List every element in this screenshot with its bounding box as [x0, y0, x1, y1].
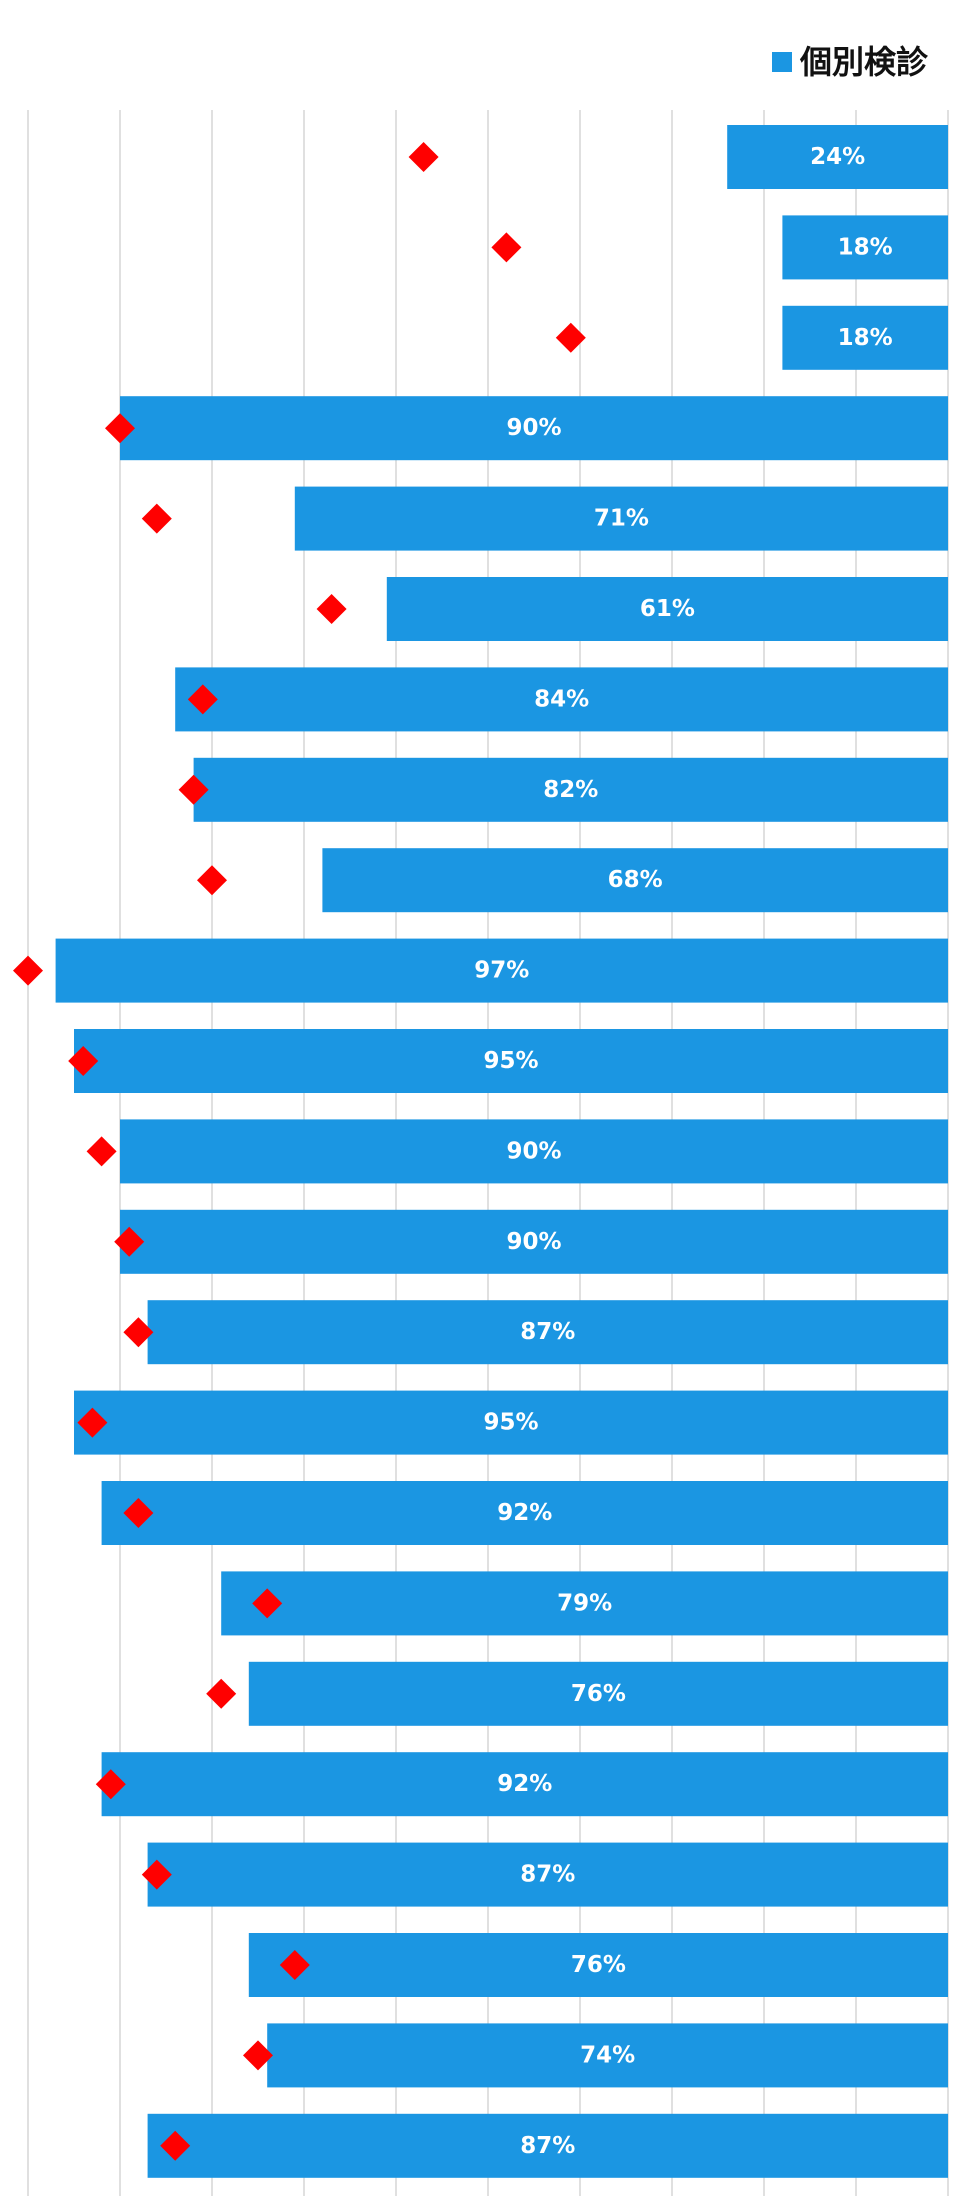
diamond-marker	[279, 1950, 310, 1980]
bar-value-label: 82%	[543, 777, 598, 803]
bar-value-label: 18%	[838, 234, 893, 260]
diamond-marker	[105, 413, 135, 444]
bar-value-label: 87%	[520, 1862, 575, 1888]
bar-value-label: 76%	[571, 1681, 626, 1707]
diamond-marker	[95, 1769, 126, 1800]
bar	[727, 125, 948, 189]
diamond-marker	[555, 322, 586, 353]
bar-value-label: 24%	[810, 144, 865, 170]
bar-value-label: 18%	[838, 325, 893, 351]
bar-value-label: 95%	[483, 1410, 538, 1436]
bar	[267, 2023, 948, 2088]
diamond-marker	[491, 232, 522, 263]
diamond-marker	[206, 1678, 237, 1709]
bar-value-label: 90%	[506, 415, 561, 441]
bar-value-label: 87%	[520, 1319, 575, 1345]
diamond-marker	[114, 1226, 145, 1257]
diamond-marker	[123, 1317, 154, 1348]
bar-value-label: 84%	[534, 686, 589, 712]
bar-value-label: 97%	[474, 958, 529, 984]
bar-value-label: 74%	[580, 2042, 635, 2068]
bar	[175, 667, 948, 732]
bar-value-label: 92%	[497, 1771, 552, 1797]
diamond-marker	[141, 503, 172, 534]
bar	[221, 1571, 948, 1636]
bar	[248, 1661, 949, 1726]
bar	[386, 577, 948, 641]
diamond-marker	[178, 774, 209, 805]
bar-value-label: 76%	[571, 1952, 626, 1978]
bar-value-label: 95%	[483, 1048, 538, 1074]
bar	[55, 938, 949, 1003]
diamond-marker	[141, 1859, 172, 1890]
diamond-marker	[13, 955, 43, 986]
diamond-marker	[197, 865, 227, 896]
bars	[55, 125, 949, 2178]
bar-value-label: 79%	[557, 1590, 612, 1616]
bar	[193, 757, 949, 822]
bar	[101, 1481, 949, 1545]
bar	[147, 1300, 949, 1365]
bar	[74, 1029, 948, 1093]
diamond-marker	[160, 2130, 191, 2161]
bar	[74, 1390, 948, 1455]
diamond-marker	[316, 594, 347, 624]
bar-value-label: 87%	[520, 2133, 575, 2159]
markers	[13, 142, 586, 2161]
diamond-marker	[68, 1046, 99, 1076]
legend-swatch	[771, 52, 792, 72]
bar	[147, 2113, 949, 2178]
bar	[294, 486, 948, 551]
bar	[120, 396, 948, 461]
diamond-marker	[123, 1498, 154, 1528]
bar-value-label: 61%	[640, 596, 695, 622]
bar-value-label: 90%	[506, 1138, 561, 1164]
legend: 個別検診	[771, 43, 928, 81]
bar	[782, 215, 948, 280]
diamond-marker	[77, 1407, 108, 1438]
bar-value-label: 90%	[506, 1229, 561, 1255]
diamond-marker	[86, 1136, 117, 1167]
bar-value-label: 92%	[497, 1500, 552, 1526]
diamond-marker	[187, 684, 218, 715]
bar	[101, 1752, 949, 1817]
legend-label: 個別検診	[799, 43, 928, 81]
bar	[782, 305, 948, 370]
bar	[147, 1842, 949, 1907]
bar	[120, 1119, 948, 1184]
bar	[322, 848, 948, 913]
diamond-marker	[252, 1588, 283, 1619]
bar	[248, 1933, 949, 1997]
bar	[120, 1209, 948, 1274]
diamond-marker	[408, 142, 439, 172]
bar-labels: 24% 18% 18% 90% 71% 61% 84% 82% 68% 97% 95% 90% 90% 8…	[474, 144, 892, 2159]
diamond-marker	[243, 2040, 273, 2071]
bar-value-label: 71%	[594, 506, 649, 532]
bar-value-label: 68%	[608, 867, 663, 893]
